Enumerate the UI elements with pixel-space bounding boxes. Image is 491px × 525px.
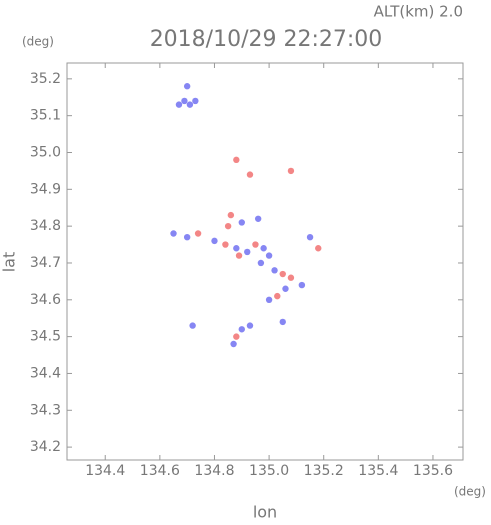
radar-echo [246, 322, 254, 329]
x-tick-label: 135.2 [304, 463, 344, 479]
radar-echo [222, 241, 229, 248]
radar-echo [265, 252, 273, 259]
radar-echo [235, 252, 243, 259]
radar-echo [279, 270, 286, 278]
y-tick-label: 34.9 [30, 181, 61, 197]
radar-echo [238, 219, 245, 226]
radar-echo [233, 333, 240, 340]
radar-echo [183, 233, 191, 241]
x-axis-label: lon [253, 503, 277, 522]
y-tick-label: 35.1 [30, 108, 61, 124]
x-tick-label: 134.6 [140, 463, 180, 479]
x-tick-label: 134.8 [194, 463, 234, 479]
radar-echo [211, 237, 218, 245]
chart-title: 2018/10/29 22:27:00 [150, 27, 383, 52]
radar-echo [189, 322, 196, 329]
radar-echo [306, 233, 314, 241]
y-tick-label: 35.0 [30, 144, 61, 160]
x-tick-label: 135.0 [249, 463, 289, 479]
y-tick-label: 34.8 [30, 218, 61, 234]
radar-echo [183, 83, 191, 90]
radar-echo [227, 211, 235, 219]
radar-echo [238, 326, 245, 333]
chart-subtitle: ALT(km) 2.0 [374, 3, 463, 21]
radar-echo [254, 215, 262, 222]
radar-echo [194, 230, 202, 237]
y-tick-label: 35.2 [30, 71, 61, 87]
radar-echo [279, 318, 286, 326]
x-tick-label: 134.4 [85, 463, 125, 479]
y-tick-label: 34.2 [30, 439, 61, 455]
radar-echo [298, 281, 306, 289]
radar-echo [257, 259, 265, 267]
y-axis-label: lat [0, 252, 19, 273]
y-tick-label: 34.3 [30, 402, 61, 418]
y-unit: (deg) [22, 35, 54, 49]
radar-echo [170, 230, 177, 237]
radar-echo [246, 171, 254, 178]
radar-echo [186, 101, 194, 108]
x-tick-label: 135.6 [413, 463, 453, 479]
radar-echo [252, 241, 259, 248]
radar-echo [233, 245, 240, 252]
radar-echo [271, 267, 278, 274]
radar-echo [175, 101, 183, 108]
radar-echo [192, 97, 199, 105]
x-unit: (deg) [454, 485, 486, 499]
radar-echo [315, 245, 322, 252]
y-tick-label: 34.6 [30, 292, 61, 308]
radar-echo [265, 296, 273, 304]
y-tick-label: 34.7 [30, 255, 61, 271]
radar-echo [224, 222, 232, 230]
y-tick-label: 34.4 [30, 365, 61, 381]
radar-echo [287, 274, 295, 281]
radar-echo [230, 340, 237, 348]
plot-frame [66, 62, 464, 461]
radar-echo [260, 245, 267, 252]
y-tick-label: 34.5 [30, 329, 61, 345]
radar-echo [287, 167, 295, 175]
x-tick-label: 135.4 [358, 463, 398, 479]
radar-echo [244, 248, 251, 256]
radar-echo [233, 156, 240, 164]
radar-echo [181, 97, 188, 105]
radar-echo [282, 285, 289, 292]
radar-echo [274, 292, 281, 300]
